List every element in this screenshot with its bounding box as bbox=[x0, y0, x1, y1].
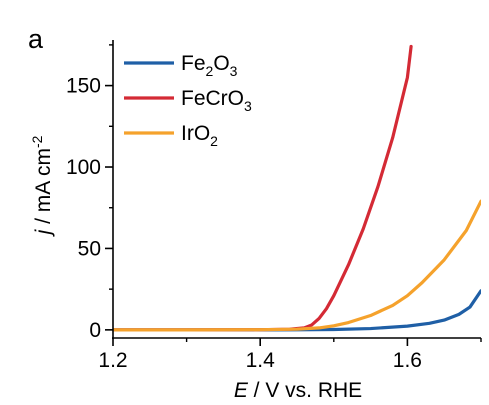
legend: Fe2O3 FeCrO3 IrO2 bbox=[124, 52, 252, 149]
y-axis-label: j / mA cm-2 bbox=[29, 135, 55, 237]
legend-label-iro2: IrO2 bbox=[181, 122, 218, 149]
x-axis-label: E / V vs. RHE bbox=[234, 379, 362, 402]
plot-area bbox=[113, 44, 481, 332]
x-tick-label: 1.6 bbox=[393, 349, 422, 372]
y-tick-label: 100 bbox=[66, 156, 101, 179]
axes: 1.2 1.4 1.6 0 50 100 150 bbox=[66, 40, 482, 372]
series-line-iro2 bbox=[113, 199, 481, 332]
legend-label-fe2o3: Fe2O3 bbox=[181, 52, 238, 79]
legend-label-fecro3: FeCrO3 bbox=[181, 87, 252, 114]
panel-label: a bbox=[28, 24, 44, 54]
y-tick-label: 0 bbox=[89, 319, 101, 342]
y-tick-label: 150 bbox=[66, 75, 101, 98]
y-tick-label: 50 bbox=[78, 237, 101, 260]
x-tick-label: 1.4 bbox=[246, 349, 276, 372]
x-tick-label: 1.2 bbox=[98, 349, 127, 372]
series-line-fecro3 bbox=[113, 44, 413, 332]
series-line-fe2o3 bbox=[113, 289, 481, 332]
